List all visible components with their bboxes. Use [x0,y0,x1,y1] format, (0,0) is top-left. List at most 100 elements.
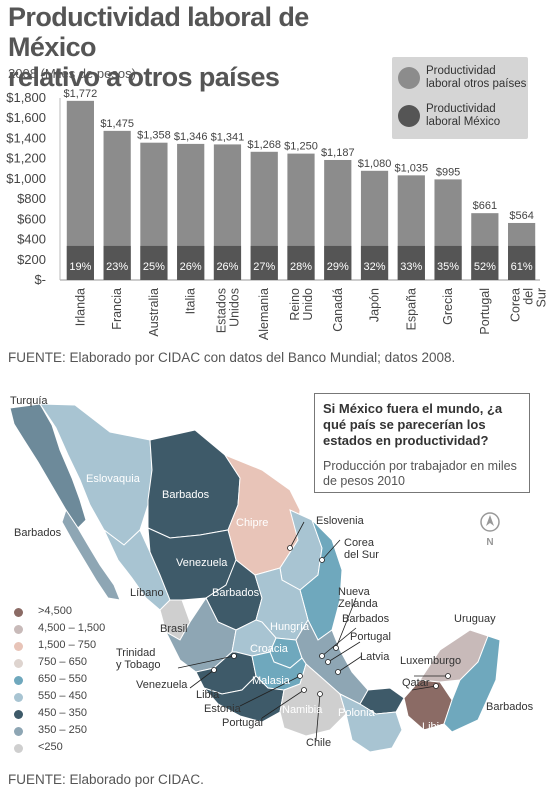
map-label-corea: Corea del Sur [344,537,379,561]
compass-icon: N [479,512,501,548]
bar-percent-label: 52% [474,261,496,273]
map-legend-dot [14,710,23,719]
bar-value-label: $1,346 [174,131,208,143]
bar-percent-label: 29% [327,261,349,273]
x-tick-label: ReinoUnido [288,288,315,321]
bar-percent-label: 26% [216,261,238,273]
map-label-barbados-bc: Barbados [14,527,62,539]
map-legend-label: 750 – 650 [38,656,87,668]
bar-value-label: $1,772 [64,88,98,100]
x-tick-label: Australia [147,288,161,337]
map-legend-dot [14,642,23,651]
chart-title: Productividad laboral de México relativo… [8,2,398,92]
x-tick-label: EstadosUnidos [214,288,241,333]
map-label-polonia: Polonia [338,707,376,719]
bar-mexico [360,245,389,280]
bar-percent-label: 35% [437,261,459,273]
map-label-barbados-sc: Barbados [342,613,390,625]
y-tick-label: $600 [17,211,46,226]
map-label-barbados-chih: Barbados [162,489,210,501]
legend-item-mexico: Productividad laboral México [398,103,528,133]
bar-percent-label: 27% [253,261,275,273]
map-label-chile: Chile [306,737,331,749]
y-tick-label: $1,200 [6,151,46,166]
bar-value-label: $1,187 [321,147,355,159]
y-tick-label: $1,400 [6,130,46,145]
bar-value-label: $1,341 [211,131,245,143]
bar-mexico [66,245,94,280]
bar-value-label: $1,080 [358,158,392,170]
map-legend-dot [14,659,23,668]
state-baja-california [9,403,87,529]
map-label-latvia: Latvia [360,651,390,663]
map-label-hungria: Hungría [270,621,310,633]
bar-mexico [434,245,462,280]
map-label-namibia: Namibia [282,704,323,716]
bar-value-label: $1,250 [284,141,318,153]
legend-item-others: Productividad laboral otros países [398,65,528,95]
map-label-venezuela-s: Venezuela [136,679,188,691]
map-states [9,403,501,753]
map-legend-label: <250 [38,741,63,753]
bar-value-label: $1,268 [247,139,281,151]
map-label-eslovaquia: Eslovaquia [86,473,141,485]
map-label-croacia: Croacia [250,643,289,655]
map-legend-label: 550 – 450 [38,690,87,702]
map-label-turquia: Turquía [10,395,48,407]
map-infobox: Si México fuera el mundo, ¿a qué país se… [314,393,530,493]
bar-value-label: $1,035 [394,162,428,174]
x-tick-label: Canadá [331,288,345,332]
map-label-libia-w: Libia [196,689,220,701]
bar-mexico [508,245,536,280]
compass-label: N [486,537,493,548]
bar-mexico [177,245,205,280]
bar-value-label: $1,475 [100,118,134,130]
bar-value-label: $661 [473,200,497,212]
bar-mexico [324,245,352,280]
chart-source: FUENTE: Elaborado por CIDAC con datos de… [8,350,456,365]
map-leader-dots [211,545,451,697]
map-legend-label: >4,500 [38,605,72,617]
title-line-1: Productividad laboral de México [8,2,309,62]
map-label-libia-e: Libia [422,721,446,733]
map-legend-dot [14,693,23,702]
y-tick-label: $800 [17,191,46,206]
map-label-trinidad: Trinidad y Tobago [116,647,160,671]
map-label-portugal-s: Portugal [222,717,263,729]
bar-mexico [397,245,425,280]
bar-percent-label: 61% [511,261,533,273]
map-legend-dot [14,625,23,634]
map-label-uruguay: Uruguay [454,613,496,625]
map-legend-dot [14,608,23,617]
bar-chart: $- $200 $400 $600 $800 $1,000 $1,200 $1,400 $1,6… [6,88,547,340]
legend-label-others: Productividad laboral otros países [426,65,527,90]
map-label-chipre: Chipre [236,517,268,529]
x-tick-label: Japón [368,288,382,322]
chart-legend: Productividad laboral otros países Produ… [392,57,528,139]
y-tick-label: $1,800 [6,90,46,105]
state-chihuahua [147,429,241,539]
bar-percent-label: 19% [69,261,91,273]
chart-subtitle: 2008 (Miles de pesos) [8,66,136,81]
map-legend-label: 4,500 – 1,500 [38,622,106,634]
map-label-nueva-zelanda: Nueva Zelanda [338,586,379,610]
legend-swatch-others [398,67,420,89]
map-label-luxemburgo: Luxemburgo [400,655,461,667]
map-text-labels: Turquía Eslovaquia Barbados Barbados Chi… [10,395,534,749]
map-legend-dot [14,676,23,685]
bar-percent-label: 33% [400,261,422,273]
bar-percent-label: 28% [290,261,312,273]
bar-mexico [250,245,278,280]
legend-label-mexico: Productividad laboral México [426,103,501,128]
map-label-qatar: Qatar [402,677,430,689]
map-legend-label: 350 – 250 [38,724,87,736]
x-tick-label: España [404,288,418,330]
state-quintana-roo [443,635,501,733]
map-label-libano: Líbano [130,587,164,599]
map-legend-label: 650 – 550 [38,673,87,685]
mexico-map: Turquía Eslovaquia Barbados Barbados Chi… [9,395,534,753]
map-legend-dot [14,727,23,736]
x-tick-label: Italia [184,288,198,314]
y-tick-label: $1,600 [6,110,46,125]
bar-percent-label: 23% [106,261,128,273]
